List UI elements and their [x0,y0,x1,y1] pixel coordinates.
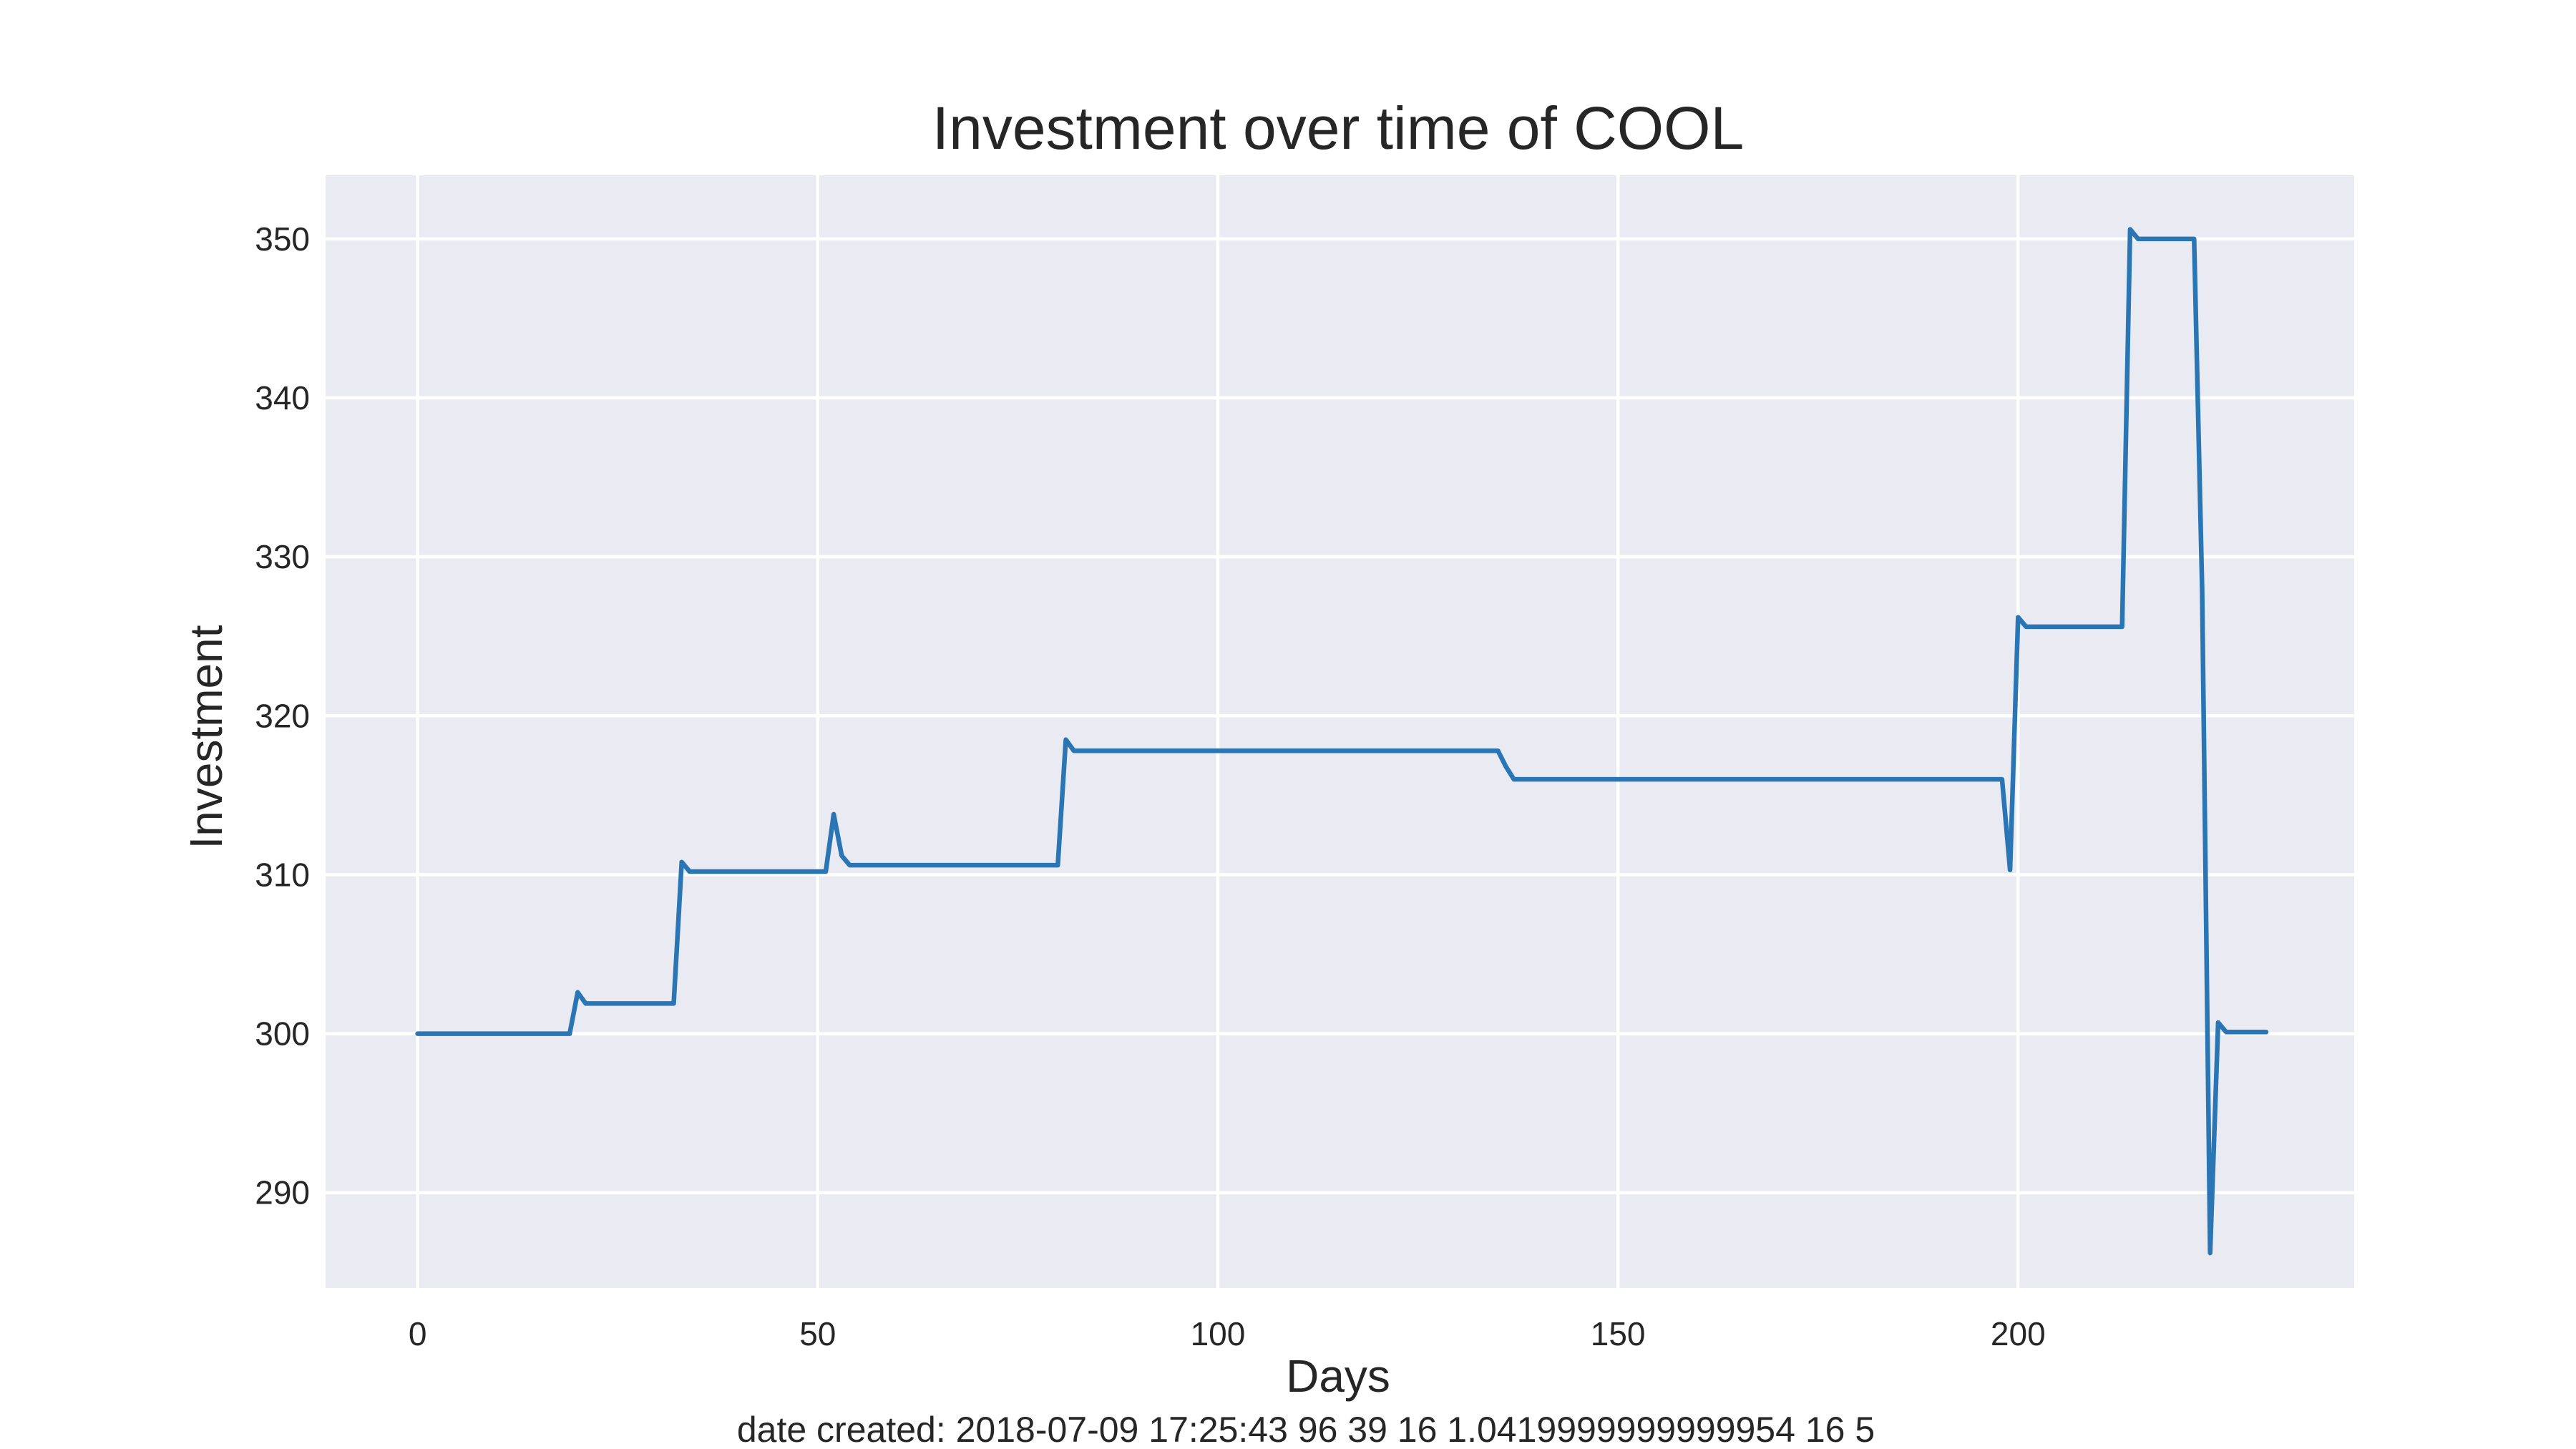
y-tick-label: 300 [255,1015,310,1053]
y-tick-label: 310 [255,856,310,893]
y-axis-label: Investment [180,625,232,849]
date-created-footer: date created: 2018-07-09 17:25:43 96 39 … [737,1410,1875,1449]
x-tick-label: 150 [1591,1315,1646,1352]
x-tick-label: 100 [1191,1315,1246,1352]
y-tick-label: 320 [255,697,310,734]
x-axis-label: Days [1286,1350,1390,1402]
investment-series-line [415,227,2269,1256]
y-tick-labels: 290 300 310 320 330 340 350 [255,220,310,1211]
x-tick-label: 200 [1991,1315,2046,1352]
plot-area [326,175,2354,1288]
y-tick-label: 290 [255,1174,310,1211]
x-tick-labels: 0 50 100 150 200 [409,1315,2046,1352]
x-gridlines [416,175,2020,1288]
x-tick-label: 50 [799,1315,836,1352]
series-group [415,227,2269,1256]
y-tick-label: 350 [255,220,310,258]
y-tick-label: 330 [255,538,310,575]
chart-title: Investment over time of COOL [932,94,1744,162]
x-tick-label: 0 [409,1315,427,1352]
y-tick-label: 340 [255,379,310,416]
